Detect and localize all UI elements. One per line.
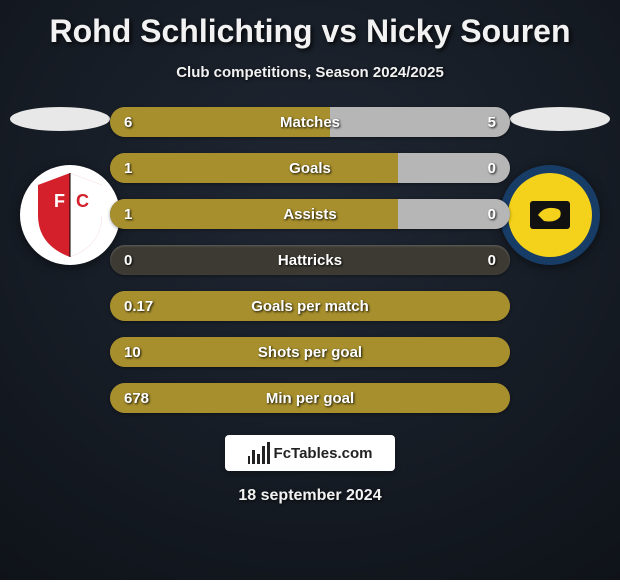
stat-label: Hattricks	[278, 252, 342, 269]
stat-label: Min per goal	[266, 390, 354, 407]
stat-bar: 6 5 Matches	[110, 107, 510, 137]
stat-value-left: 1	[124, 206, 132, 223]
stat-value-right: 0	[488, 206, 496, 223]
stat-value-left: 0.17	[124, 298, 153, 315]
stat-value-left: 0	[124, 252, 132, 269]
bar-fill-left	[110, 199, 398, 229]
stat-label: Goals	[289, 160, 331, 177]
stat-value-left: 10	[124, 344, 141, 361]
stat-bar: 10 Shots per goal	[110, 337, 510, 367]
player-ellipse-left	[10, 107, 110, 131]
stat-value-right: 0	[488, 160, 496, 177]
date-text: 18 september 2024	[0, 487, 620, 505]
stat-value-right: 0	[488, 252, 496, 269]
stat-label: Assists	[283, 206, 336, 223]
bar-fill-right	[330, 107, 510, 137]
stat-bar: 678 Min per goal	[110, 383, 510, 413]
player-ellipse-right	[510, 107, 610, 131]
team-logo-right: C CAMBUU	[500, 165, 600, 265]
page-title: Rohd Schlichting vs Nicky Souren	[0, 13, 620, 50]
stat-label: Matches	[280, 114, 340, 131]
subtitle: Club competitions, Season 2024/2025	[0, 64, 620, 81]
team-logo-left: F C	[20, 165, 120, 265]
stat-bar: 0 0 Hattricks	[110, 245, 510, 275]
stat-label: Goals per match	[251, 298, 369, 315]
brand-text: FcTables.com	[274, 445, 373, 462]
infographic-root: Rohd Schlichting vs Nicky Souren Club co…	[0, 0, 620, 580]
bars-icon	[248, 442, 270, 464]
stat-bar: 1 0 Goals	[110, 153, 510, 183]
stat-value-left: 1	[124, 160, 132, 177]
bar-fill-left	[110, 153, 398, 183]
svg-text:C CAMBUU: C CAMBUU	[531, 180, 569, 187]
svg-text:F: F	[54, 191, 65, 211]
stat-bar: 0.17 Goals per match	[110, 291, 510, 321]
stat-value-left: 678	[124, 390, 149, 407]
cambuur-logo-icon: C CAMBUU	[500, 165, 600, 265]
svg-text:C: C	[76, 191, 89, 211]
stat-bar: 1 0 Assists	[110, 199, 510, 229]
stat-value-left: 6	[124, 114, 132, 131]
stat-value-right: 5	[488, 114, 496, 131]
bars-list: 65Matches10Goals10Assists00Hattricks0.17…	[110, 107, 510, 413]
utrecht-logo-icon: F C	[20, 165, 120, 265]
brand-badge: FcTables.com	[225, 435, 395, 471]
stat-label: Shots per goal	[258, 344, 362, 361]
stats-area: F C C CAMBUU 65Matches10Goals10Assists00…	[0, 107, 620, 413]
